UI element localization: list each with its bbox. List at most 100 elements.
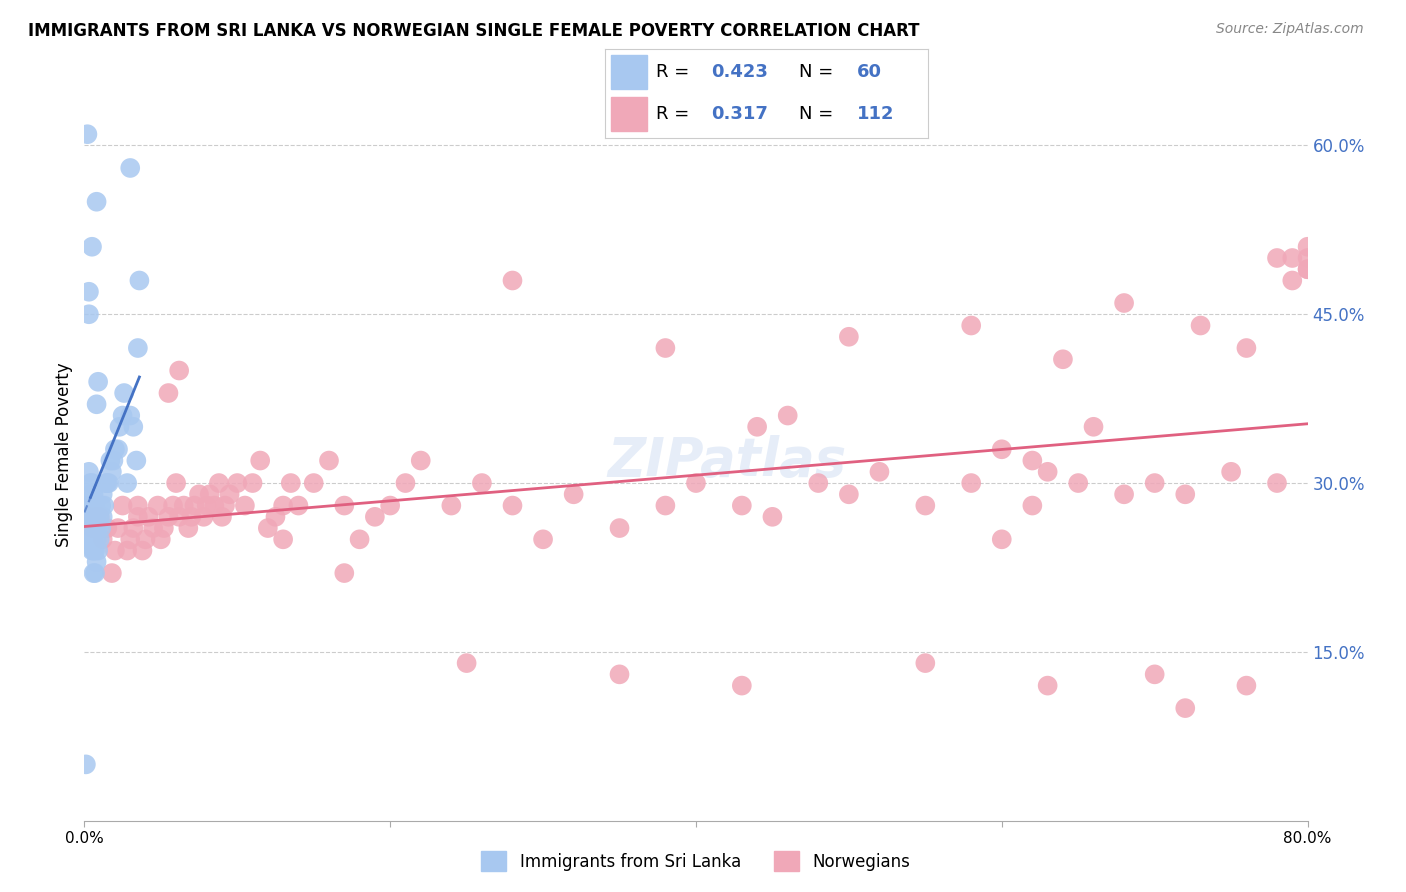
Point — [157, 509, 180, 524]
Point — [101, 566, 124, 580]
Point — [157, 386, 180, 401]
Point — [1114, 296, 1136, 310]
Point — [165, 476, 187, 491]
Point — [107, 521, 129, 535]
Point — [1114, 487, 1136, 501]
Point — [91, 533, 114, 547]
Point — [257, 521, 280, 535]
Point — [502, 499, 524, 513]
Point — [80, 499, 103, 513]
Point — [138, 509, 160, 524]
Point — [380, 499, 402, 513]
Point — [685, 476, 707, 491]
Point — [761, 509, 783, 524]
Point — [83, 533, 105, 547]
Point — [654, 499, 676, 513]
Point — [960, 318, 983, 333]
Point — [96, 476, 118, 491]
Point — [1296, 251, 1319, 265]
Point — [198, 487, 221, 501]
Point — [122, 521, 145, 535]
Point — [120, 409, 142, 423]
Bar — [612, 97, 647, 131]
Text: R =: R = — [657, 63, 696, 81]
Point — [120, 533, 142, 547]
Point — [80, 521, 103, 535]
Point — [349, 533, 371, 547]
Point — [1236, 679, 1258, 693]
Point — [83, 543, 105, 558]
Text: N =: N = — [799, 105, 838, 123]
Point — [162, 499, 184, 513]
Point — [128, 273, 150, 287]
Point — [127, 341, 149, 355]
Point — [86, 397, 108, 411]
Point — [1052, 352, 1074, 367]
Point — [142, 521, 165, 535]
Text: 0.423: 0.423 — [711, 63, 768, 81]
Y-axis label: Single Female Poverty: Single Female Poverty — [55, 363, 73, 547]
Point — [90, 499, 112, 513]
Text: N =: N = — [799, 63, 838, 81]
Point — [84, 521, 107, 535]
Point — [1143, 476, 1166, 491]
Point — [76, 127, 98, 141]
Point — [111, 409, 134, 423]
Text: 60: 60 — [856, 63, 882, 81]
Point — [731, 679, 754, 693]
Point — [75, 757, 97, 772]
Point — [84, 499, 107, 513]
Point — [146, 499, 169, 513]
Point — [98, 453, 121, 467]
Point — [364, 509, 387, 524]
Point — [79, 533, 101, 547]
Point — [195, 499, 218, 513]
Point — [1220, 465, 1243, 479]
Point — [97, 476, 120, 491]
Point — [76, 509, 98, 524]
Point — [1083, 419, 1105, 434]
Point — [1296, 262, 1319, 277]
Point — [654, 341, 676, 355]
Point — [914, 499, 936, 513]
Point — [153, 521, 176, 535]
Point — [86, 509, 108, 524]
Point — [1036, 465, 1059, 479]
Point — [149, 533, 172, 547]
Point — [86, 509, 108, 524]
Point — [1174, 701, 1197, 715]
Point — [960, 476, 983, 491]
Point — [94, 476, 117, 491]
Bar — [612, 55, 647, 89]
Point — [318, 453, 340, 467]
Point — [173, 499, 195, 513]
Point — [103, 453, 125, 467]
Point — [104, 442, 127, 457]
Point — [1143, 667, 1166, 681]
Point — [1281, 251, 1303, 265]
Point — [609, 667, 631, 681]
Point — [609, 521, 631, 535]
Point — [87, 543, 110, 558]
Point — [249, 453, 271, 467]
Point — [91, 509, 114, 524]
Point — [135, 533, 157, 547]
Point — [93, 499, 115, 513]
Point — [89, 509, 111, 524]
Point — [125, 453, 148, 467]
Point — [280, 476, 302, 491]
Point — [214, 499, 236, 513]
Point — [271, 499, 294, 513]
Point — [211, 509, 233, 524]
Point — [409, 453, 432, 467]
Point — [531, 533, 554, 547]
Point — [333, 566, 356, 580]
Point — [471, 476, 494, 491]
Point — [120, 161, 142, 175]
Point — [333, 499, 356, 513]
Point — [115, 543, 138, 558]
Point — [1296, 262, 1319, 277]
Point — [302, 476, 325, 491]
Point — [83, 509, 105, 524]
Point — [562, 487, 585, 501]
